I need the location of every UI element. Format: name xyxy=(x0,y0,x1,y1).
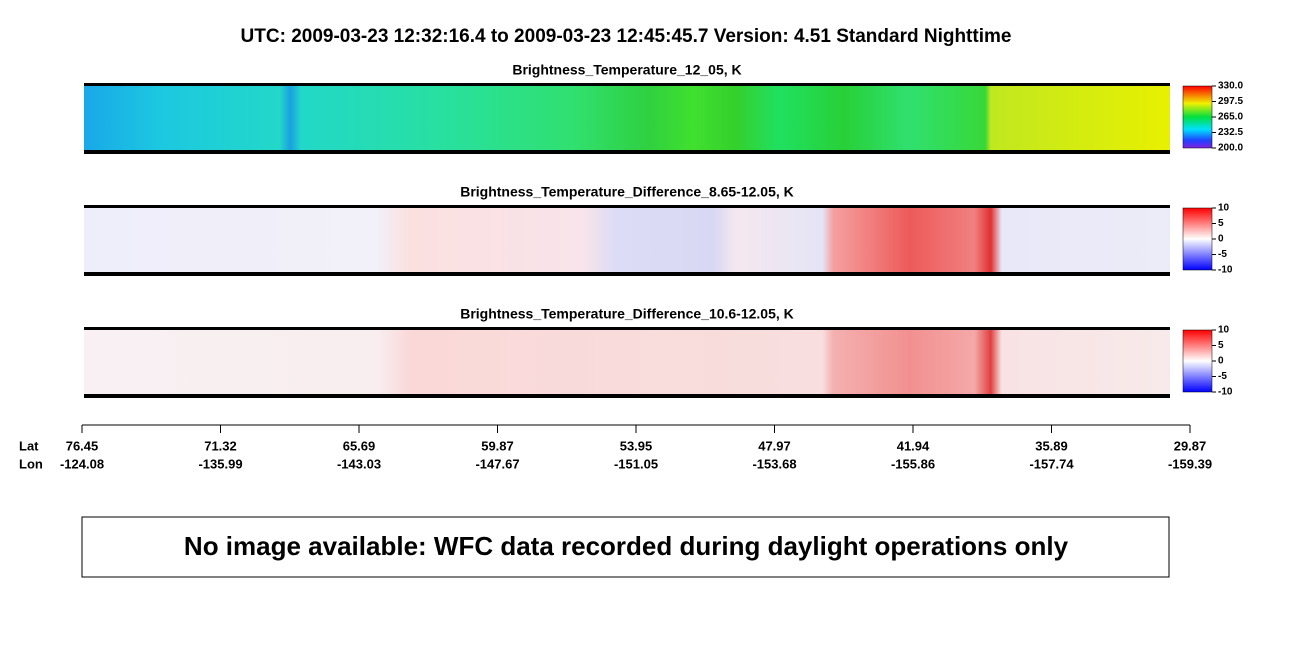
colorbar-label: 0 xyxy=(1218,234,1224,245)
colorbar-label: 10 xyxy=(1218,203,1230,214)
lat-tick-label: 76.45 xyxy=(66,438,99,453)
panel-title: Brightness_Temperature_Difference_8.65-1… xyxy=(460,184,794,200)
colorbar xyxy=(1182,207,1213,271)
strip-border xyxy=(84,205,1170,208)
lon-tick-label: -151.05 xyxy=(614,456,658,471)
lat-tick-label: 47.97 xyxy=(758,438,791,453)
strip-border xyxy=(84,272,1170,276)
lat-tick-label: 41.94 xyxy=(897,438,930,453)
lat-tick-label: 59.87 xyxy=(481,438,514,453)
panel-title: Brightness_Temperature_12_05, K xyxy=(512,62,741,78)
colorbar-label: 0 xyxy=(1218,356,1224,367)
strip-border xyxy=(84,394,1170,398)
title: UTC: 2009-03-23 12:32:16.4 to 2009-03-23… xyxy=(241,26,1012,47)
lat-tick-label: 53.95 xyxy=(620,438,653,453)
colorbar-label: -5 xyxy=(1218,249,1227,260)
lon-tick-label: -153.68 xyxy=(752,456,796,471)
lon-label: Lon xyxy=(19,456,43,471)
colorbar xyxy=(1182,85,1213,149)
lon-tick-label: -124.08 xyxy=(60,456,104,471)
strip-border xyxy=(84,327,1170,330)
colorbar-label: 297.5 xyxy=(1218,96,1243,107)
image-strip xyxy=(84,206,1170,274)
lat-tick-label: 65.69 xyxy=(343,438,376,453)
image-strip xyxy=(84,84,1170,152)
strip-border xyxy=(84,150,1170,154)
lon-tick-label: -147.67 xyxy=(475,456,519,471)
lon-tick-label: -157.74 xyxy=(1029,456,1074,471)
image-strip xyxy=(84,328,1170,396)
lat-tick-label: 29.87 xyxy=(1174,438,1207,453)
colorbar-label: 232.5 xyxy=(1218,127,1243,138)
colorbar-label: 5 xyxy=(1218,340,1224,351)
lon-tick-label: -159.39 xyxy=(1168,456,1212,471)
lat-tick-label: 35.89 xyxy=(1035,438,1068,453)
colorbar-label: 200.0 xyxy=(1218,143,1243,154)
colorbar xyxy=(1182,329,1213,393)
lat-label: Lat xyxy=(19,438,39,453)
lon-tick-label: -135.99 xyxy=(198,456,242,471)
colorbar-label: -5 xyxy=(1218,371,1227,382)
strip-border xyxy=(84,83,1170,86)
colorbar-label: 265.0 xyxy=(1218,112,1243,123)
lon-tick-label: -143.03 xyxy=(337,456,381,471)
colorbar-label: 330.0 xyxy=(1218,81,1243,92)
colorbar-label: 10 xyxy=(1218,325,1230,336)
panel-title: Brightness_Temperature_Difference_10.6-1… xyxy=(460,306,794,322)
colorbar-label: -10 xyxy=(1218,387,1233,398)
lon-tick-label: -155.86 xyxy=(891,456,935,471)
message-box xyxy=(81,516,1170,578)
colorbar-label: 5 xyxy=(1218,218,1224,229)
message: No image available: WFC data recorded du… xyxy=(184,531,1069,561)
colorbar-label: -10 xyxy=(1218,265,1233,276)
lat-tick-label: 71.32 xyxy=(204,438,237,453)
